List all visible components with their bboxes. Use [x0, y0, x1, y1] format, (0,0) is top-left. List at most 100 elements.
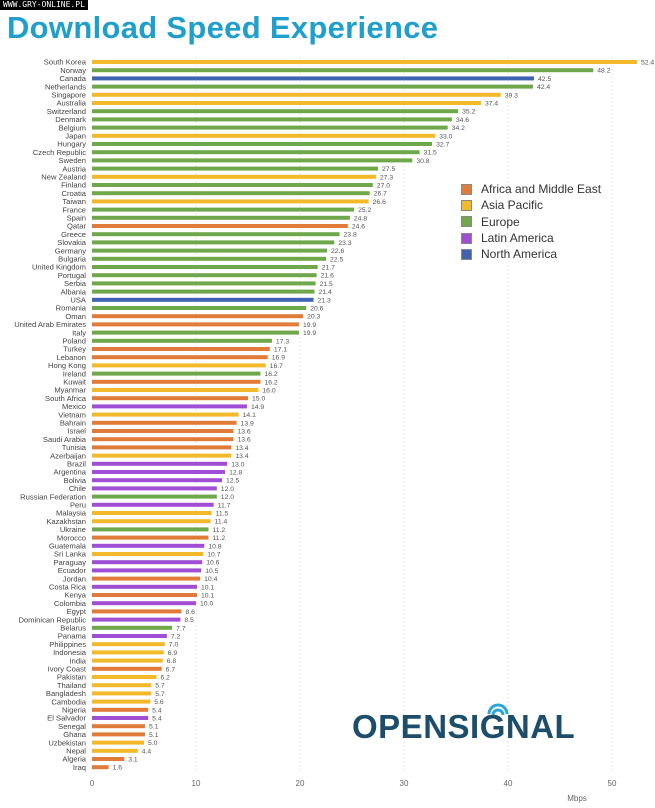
- value-label: 10.7: [207, 552, 220, 559]
- x-tick-label: 10: [192, 779, 201, 788]
- bar: [92, 470, 226, 474]
- value-label: 11.4: [215, 519, 228, 526]
- category-label: Pakistan: [57, 673, 86, 682]
- bar: [92, 224, 348, 228]
- x-tick-label: 30: [400, 779, 409, 788]
- category-label: Egypt: [67, 607, 87, 616]
- bar: [92, 642, 165, 647]
- bar: [92, 634, 167, 638]
- category-label: Peru: [70, 501, 86, 510]
- category-label: Belarus: [60, 624, 86, 633]
- watermark: WWW.GRY-ONLINE.PL: [0, 0, 88, 10]
- bar: [92, 445, 232, 450]
- value-label: 16.0: [262, 388, 275, 395]
- legend-item: Latin America: [461, 230, 601, 246]
- category-label: Japan: [65, 132, 86, 141]
- bar: [92, 658, 163, 663]
- value-label: 21.5: [320, 281, 333, 288]
- value-label: 30.8: [416, 158, 429, 165]
- legend-label: Asia Pacific: [481, 198, 544, 213]
- value-label: 5.1: [149, 732, 159, 739]
- legend-item: Africa and Middle East: [461, 181, 601, 197]
- category-label: Costa Rica: [49, 583, 87, 592]
- value-label: 21.6: [321, 273, 334, 280]
- bar: [92, 60, 637, 64]
- value-label: 12.0: [221, 486, 234, 493]
- legend-swatch: [461, 232, 472, 244]
- bar: [92, 183, 373, 187]
- value-label: 1.6: [113, 765, 123, 772]
- category-label: Vietnam: [58, 410, 86, 419]
- value-label: 48.2: [597, 68, 610, 75]
- category-label: Ireland: [63, 369, 86, 378]
- category-label: Paraguay: [53, 558, 86, 567]
- bar: [92, 174, 376, 179]
- value-label: 37.4: [485, 101, 498, 108]
- value-label: 13.4: [235, 445, 248, 452]
- bar: [92, 363, 266, 368]
- legend-item: Europe: [461, 214, 601, 230]
- bar: [92, 412, 239, 417]
- bar: [92, 666, 162, 671]
- bar: [92, 527, 209, 532]
- category-label: Senegal: [58, 722, 86, 731]
- category-label: Czech Republic: [33, 148, 86, 157]
- bar: [92, 355, 268, 360]
- logo-text: OPENSIGNAL: [352, 708, 576, 745]
- category-label: South Africa: [45, 394, 87, 403]
- category-label: Kuwait: [63, 378, 87, 387]
- value-label: 10.1: [201, 593, 214, 600]
- value-label: 13.0: [231, 461, 244, 468]
- category-label: New Zealand: [41, 173, 86, 182]
- x-axis-label: Mbps: [567, 794, 587, 803]
- value-label: 27.3: [380, 174, 393, 181]
- category-label: Poland: [62, 337, 86, 346]
- bar: [92, 519, 211, 524]
- value-label: 7.2: [171, 634, 181, 641]
- bar: [92, 297, 314, 302]
- bar: [92, 683, 152, 688]
- category-label: Taiwan: [62, 197, 86, 206]
- category-label: Morocco: [57, 533, 86, 542]
- bar: [92, 757, 125, 761]
- bar: [92, 494, 217, 499]
- value-label: 23.3: [338, 240, 351, 247]
- bar: [92, 732, 146, 737]
- value-label: 5.0: [148, 740, 158, 747]
- value-label: 10.8: [208, 543, 221, 550]
- category-label: Uzbekistan: [48, 738, 86, 747]
- bar: [92, 486, 217, 491]
- bar: [92, 609, 182, 614]
- category-label: Thailand: [57, 681, 86, 690]
- chart-title: Download Speed Experience: [7, 10, 439, 45]
- bar: [92, 371, 261, 376]
- legend-label: Latin America: [481, 231, 554, 246]
- bar: [92, 699, 151, 704]
- value-label: 21.7: [322, 265, 335, 272]
- category-label: Mexico: [62, 402, 86, 411]
- x-tick-label: 0: [90, 779, 95, 788]
- value-label: 23.8: [344, 232, 357, 239]
- category-label: Israel: [67, 427, 86, 436]
- value-label: 10.1: [201, 584, 214, 591]
- bar: [92, 568, 202, 573]
- bars: [92, 60, 637, 770]
- bar: [92, 576, 201, 581]
- bar: [92, 117, 452, 122]
- category-label: Indonesia: [53, 648, 87, 657]
- x-tick-label: 50: [608, 779, 617, 788]
- opensignal-logo: OPENSIGNAL: [352, 703, 576, 746]
- bar: [92, 396, 248, 401]
- category-label: Slovakia: [57, 238, 86, 247]
- bar: [92, 215, 350, 220]
- category-label: Canada: [59, 74, 86, 83]
- category-label: Bangladesh: [46, 689, 86, 698]
- bar: [92, 511, 212, 515]
- value-label: 8.6: [185, 609, 195, 616]
- category-label: Tunisia: [62, 443, 87, 452]
- category-label: Romania: [56, 304, 87, 313]
- legend-swatch: [461, 216, 472, 228]
- bar: [92, 617, 181, 622]
- category-label: United Arab Emirates: [14, 320, 86, 329]
- bar: [92, 740, 144, 745]
